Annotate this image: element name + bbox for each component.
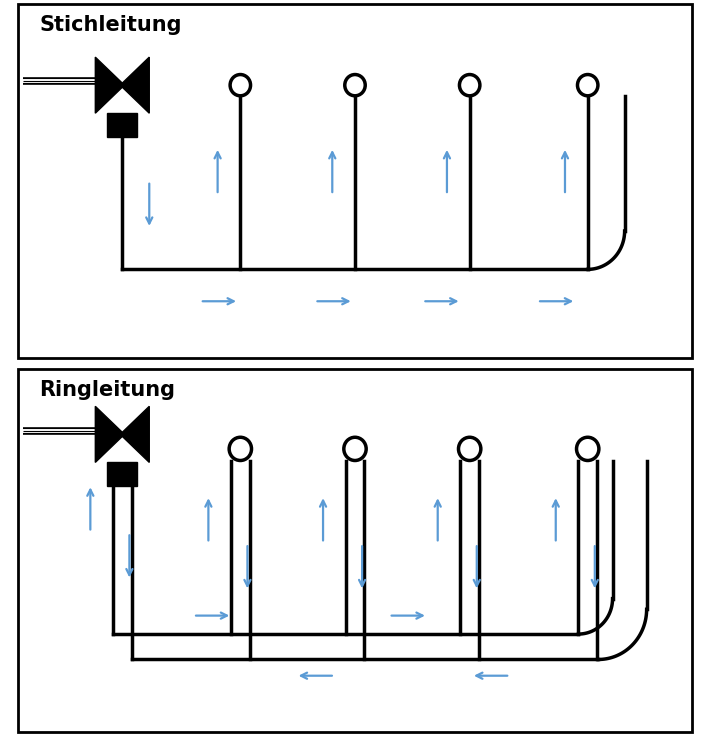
Bar [18,4,692,358]
Polygon shape [120,57,149,113]
Polygon shape [120,407,149,463]
Circle shape [230,75,251,96]
Circle shape [459,75,480,96]
Circle shape [577,75,598,96]
Circle shape [229,437,251,461]
Circle shape [345,75,365,96]
Polygon shape [95,407,124,463]
Polygon shape [95,57,124,113]
Text: Stichleitung: Stichleitung [39,15,182,35]
Bar [18,369,692,732]
Text: Ringleitung: Ringleitung [39,380,175,400]
Circle shape [459,437,481,461]
Circle shape [344,437,366,461]
Circle shape [577,437,599,461]
Bar [107,463,137,486]
Bar [107,113,137,137]
